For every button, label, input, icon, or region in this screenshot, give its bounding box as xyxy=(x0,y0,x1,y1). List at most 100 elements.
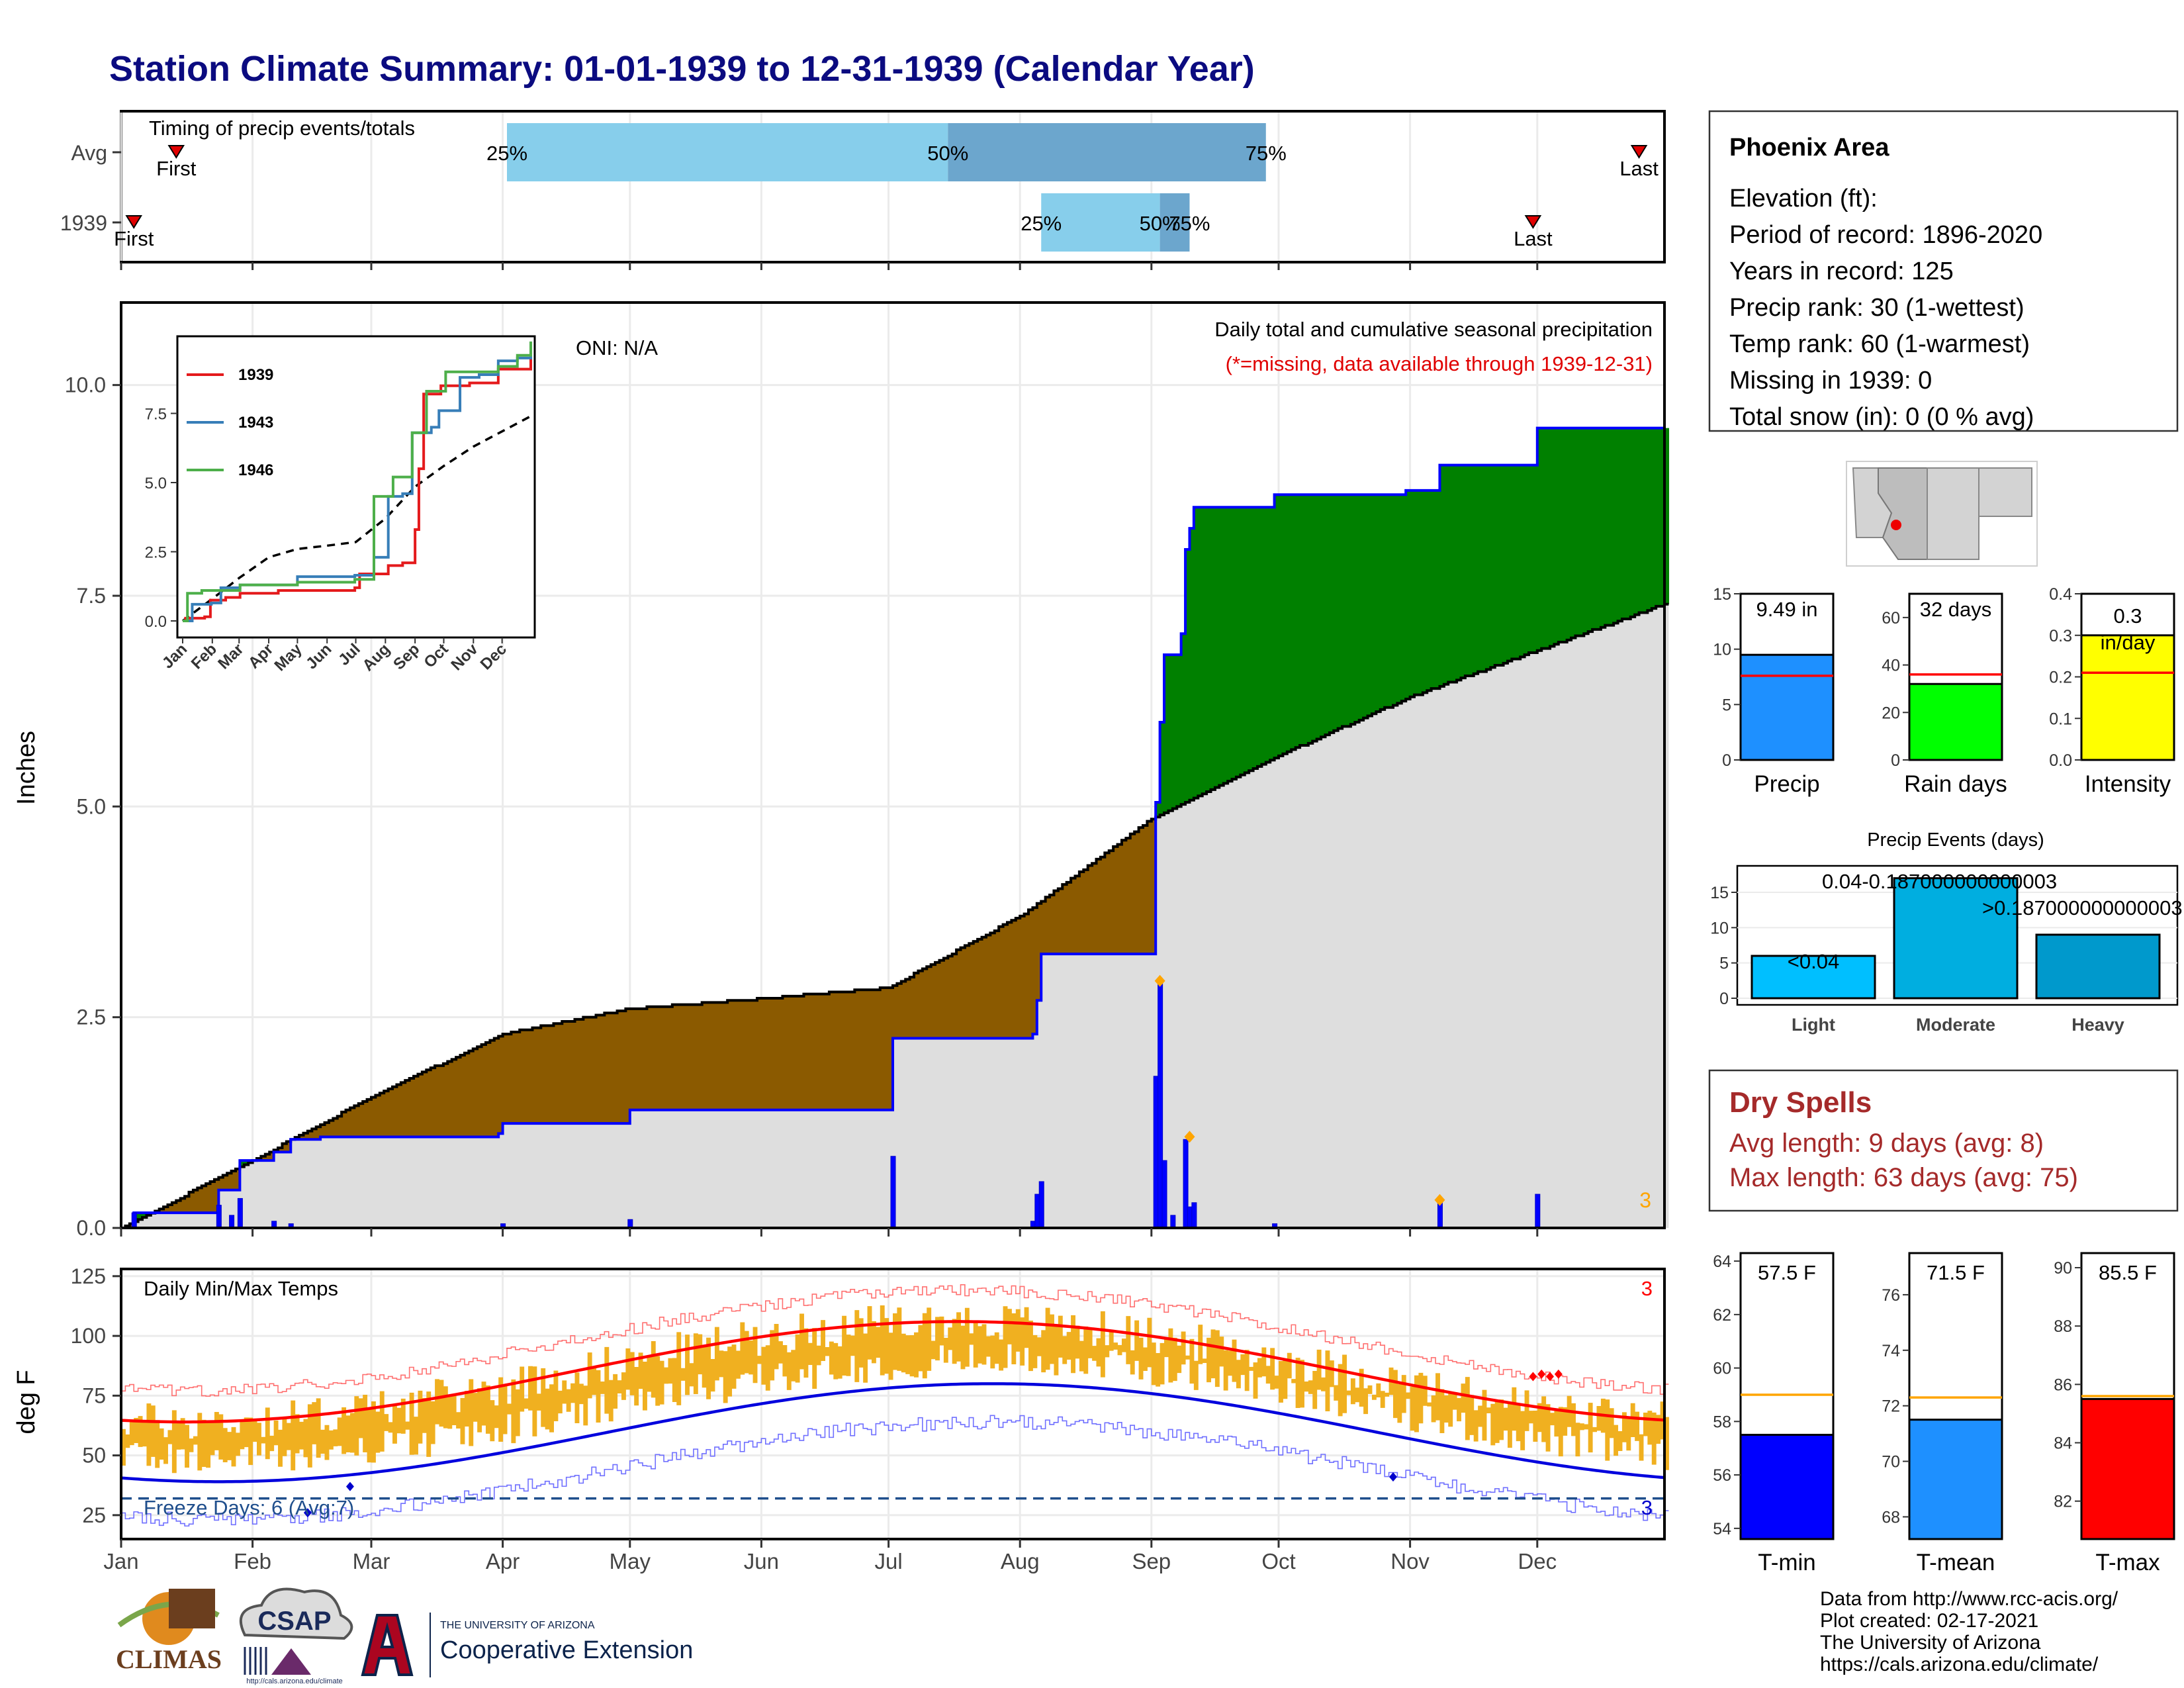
temp-summary-tick-label: 64 xyxy=(1713,1252,1731,1271)
station-info-line: Period of record: 1896-2020 xyxy=(1729,221,2042,249)
cumulative-1939-line xyxy=(121,426,1664,1229)
record-high-marker xyxy=(1537,1369,1546,1379)
max-precip-marker xyxy=(1184,1131,1195,1143)
csap-url: http://cals.arizona.edu/climate xyxy=(246,1677,343,1685)
record-high-line xyxy=(121,1284,1669,1397)
summary-bar-value: 9.49 in xyxy=(1756,598,1817,621)
temp-summary-value: 71.5 F xyxy=(1927,1261,1985,1284)
map-texas xyxy=(1978,467,2032,517)
daily-precip-bar xyxy=(229,1215,235,1229)
temp-summary-tick-label: 74 xyxy=(1882,1342,1900,1360)
temp-summary-value: 57.5 F xyxy=(1758,1261,1816,1284)
precip-count: 3 xyxy=(1639,1188,1651,1212)
events-category-label: Heavy xyxy=(2071,1015,2124,1035)
logos: CLIMAS CSAP http://cals.arizona.edu/climat… xyxy=(116,1587,693,1685)
temp-summary-bar-t-min xyxy=(1739,1434,1835,1540)
precip-events-panel: Precip Events (days) 0 5 10 15 Light Moderate H… xyxy=(1710,829,2182,1035)
inset-legend-label: 1943 xyxy=(238,414,273,432)
temp-summary-tick-label: 82 xyxy=(2054,1493,2072,1511)
summary-bar-tick-label: 40 xyxy=(1882,657,1900,675)
timing-row-label: 1939 xyxy=(60,211,107,235)
inset-line-1946 xyxy=(183,341,532,622)
station-location-dot xyxy=(1891,520,1901,530)
station-box xyxy=(1708,110,2179,432)
timing-last-marker-label: Last xyxy=(1514,227,1553,250)
footer-line: https://cals.arizona.edu/climate/ xyxy=(1820,1654,2099,1675)
normal-cumulative-line xyxy=(121,602,1669,1229)
record-high-marker xyxy=(1554,1369,1563,1379)
record-high-marker xyxy=(1546,1372,1555,1382)
temp-ytick-label: 125 xyxy=(71,1264,106,1288)
temp-summary-bar-t-max xyxy=(2080,1397,2175,1540)
inset-ytick-label: 0.0 xyxy=(145,613,167,631)
dry-spells-max: Max length: 63 days (avg: 75) xyxy=(1729,1163,2078,1192)
timing-first-marker-label: First xyxy=(156,157,197,180)
timing-pct-25: 25% xyxy=(1021,212,1062,235)
temp-ytick-label: 75 xyxy=(82,1383,106,1407)
events-bar-light xyxy=(1751,955,1876,1000)
surplus-area xyxy=(134,428,1670,1222)
dry-spells-panel: Dry Spells Avg length: 9 days (avg: 8) Max… xyxy=(1708,1069,2179,1212)
temp-summary-label: T-mean xyxy=(1917,1550,1995,1575)
max-precip-marker xyxy=(1154,974,1165,987)
csap-logo-text: CSAP xyxy=(257,1607,331,1636)
temp-summary-tick-label: 56 xyxy=(1713,1466,1731,1485)
ua-small-text: THE UNIVERSITY OF ARIZONA xyxy=(440,1620,595,1631)
climas-logo-text: CLIMAS xyxy=(116,1644,222,1674)
dry-spells-title: Dry Spells xyxy=(1729,1086,1872,1119)
summary-bar-tick-label: 0.1 xyxy=(2049,710,2072,728)
inset-frame xyxy=(176,335,536,639)
month-label: Nov xyxy=(1390,1549,1430,1573)
summary-bar-label: Rain days xyxy=(1904,771,2007,797)
timing-last-marker-label: Last xyxy=(1619,157,1659,180)
events-tick-label: 10 xyxy=(1710,919,1729,937)
precip-summary-bars: 0 5 10 15 9.49 in Precip 0 20 40 60 32 days Rain da… xyxy=(1713,585,2175,797)
timing-pct-50: 50% xyxy=(927,142,968,165)
dry-spells-avg: Avg length: 9 days (avg: 8) xyxy=(1729,1129,2044,1158)
timing-first-marker xyxy=(167,145,185,159)
station-info-line: Years in record: 125 xyxy=(1729,258,1954,285)
temperature-panel: 25 50 75 100 125 Jan Feb Mar Apr May Jun Jul Aug Sep O… xyxy=(13,1264,1669,1573)
temp-summary-tick-label: 68 xyxy=(1882,1508,1900,1526)
inset-normal-line xyxy=(181,415,531,622)
month-label: Jun xyxy=(744,1549,779,1573)
summary-bar-tick-label: 0 xyxy=(1891,751,1900,770)
summary-bar-tick-label: 0.4 xyxy=(2049,585,2072,604)
temp-summary-tick-label: 88 xyxy=(2054,1317,2072,1336)
month-label: Sep xyxy=(1132,1549,1171,1573)
climas-block-icon xyxy=(169,1589,215,1628)
summary-bar-tick-label: 0.2 xyxy=(2049,669,2072,687)
events-label-moderate: 0.04-0.187000000000003 xyxy=(1822,870,2057,893)
main-frame xyxy=(120,301,1666,1229)
temp-ytick-label: 100 xyxy=(71,1324,106,1348)
timing-pct-75: 75% xyxy=(1169,212,1210,235)
daily-precip-bar xyxy=(1437,1202,1443,1229)
summary-bar-tick-label: 5 xyxy=(1722,696,1731,714)
events-category-label: Moderate xyxy=(1916,1015,1995,1035)
summary-bar-tick-label: 0 xyxy=(1722,751,1731,770)
footer-line: The University of Arizona xyxy=(1820,1632,2041,1654)
daily-temp-bars xyxy=(121,1305,1669,1474)
timing-row-label: Avg xyxy=(71,141,107,165)
summary-bar-label: Precip xyxy=(1754,771,1819,797)
footer-line: Data from http://www.rcc-acis.org/ xyxy=(1820,1588,2118,1610)
temp-summary-bar-t-mean xyxy=(1908,1419,2003,1540)
dry-spells-box xyxy=(1708,1069,2179,1212)
timing-pct-75: 75% xyxy=(1246,142,1287,165)
timing-first-marker-label: First xyxy=(114,227,154,250)
temperature-summary-bars: 54 56 58 60 62 64 57.5 F T-min 68 70 72 74 76 71.5 F T… xyxy=(1713,1252,2175,1575)
map-new-mexico xyxy=(1927,467,1979,560)
record-low-count: 3 xyxy=(1641,1496,1653,1519)
record-high-marker xyxy=(1529,1372,1537,1382)
temp-summary-tick-label: 90 xyxy=(2054,1259,2072,1278)
deficit-area xyxy=(125,819,1156,1228)
temp-summary-tick-label: 86 xyxy=(2054,1376,2072,1394)
main-ytick-label: 0.0 xyxy=(77,1216,106,1240)
oni-label: ONI: N/A xyxy=(576,336,658,359)
events-label-heavy: >0.187000000000003 xyxy=(1982,896,2183,919)
events-tick-label: 0 xyxy=(1719,990,1729,1008)
temp-ytick-label: 50 xyxy=(82,1444,106,1468)
daily-precip-bar xyxy=(216,1205,222,1229)
summary-bar-label: Intensity xyxy=(2085,771,2171,797)
